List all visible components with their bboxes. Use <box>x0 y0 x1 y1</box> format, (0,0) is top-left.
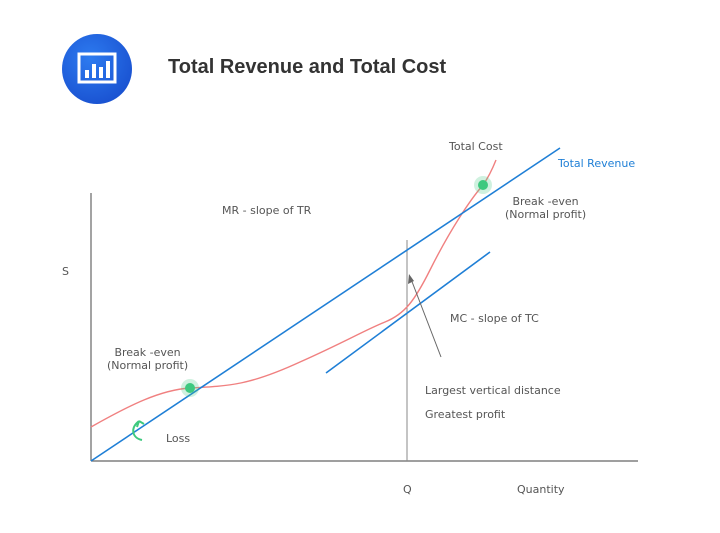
mr-label: MR - slope of TR <box>222 204 312 217</box>
total-cost-label: Total Cost <box>449 140 503 153</box>
q-label: Q <box>403 483 412 496</box>
bar-chart-icon <box>62 34 132 104</box>
break-even-line2: (Normal profit) <box>505 208 587 221</box>
break-even-point-upper <box>478 180 488 190</box>
break-even-point-lower <box>185 383 195 393</box>
break-even-upper-label: Break -even (Normal profit) <box>505 195 586 221</box>
total-revenue-line <box>90 147 561 462</box>
total-revenue-label: Total Revenue <box>558 157 636 170</box>
largest-distance-label: Largest vertical distance <box>425 384 561 397</box>
y-axis-label: S <box>62 265 69 278</box>
mc-tangent-line <box>325 251 491 374</box>
loss-arrow-icon <box>132 420 145 441</box>
x-axis-label: Quantity <box>517 483 565 496</box>
loss-label: Loss <box>166 432 191 445</box>
page-title: Total Revenue and Total Cost <box>168 56 447 78</box>
arrow-line <box>410 278 442 358</box>
mc-label: MC - slope of TC <box>450 312 539 325</box>
break-even-line1: Break -even <box>114 346 181 359</box>
arrow-head <box>408 274 414 284</box>
greatest-profit-label: Greatest profit <box>425 408 506 421</box>
break-even-line2: (Normal profit) <box>107 359 189 372</box>
break-even-line1: Break -even <box>512 195 579 208</box>
break-even-lower-label: Break -even (Normal profit) <box>107 346 188 372</box>
